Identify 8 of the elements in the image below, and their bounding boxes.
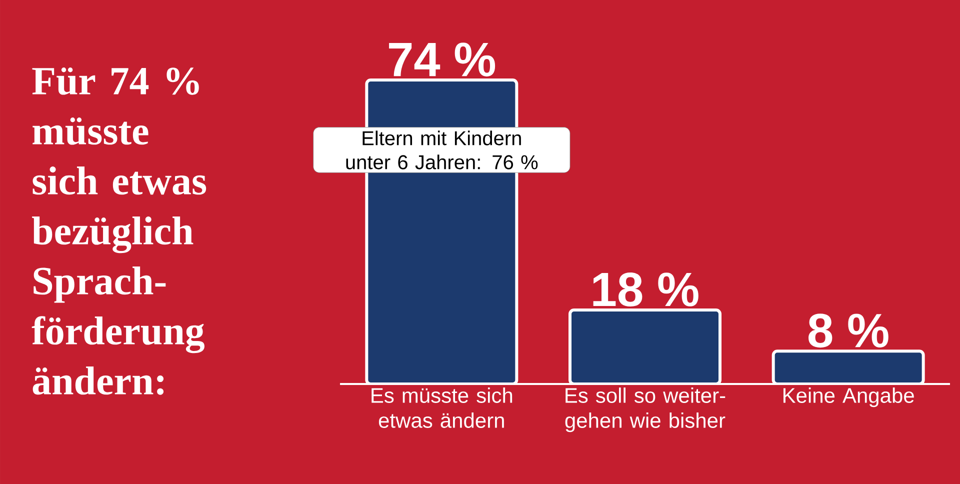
data-label: 74 % — [389, 42, 496, 76]
data-label: 8 % — [808, 314, 888, 348]
text: Für 74 % müsste sich etwas bezüglich Sprach-förderung ändern: — [32, 68, 206, 395]
x-tick-label: Es soll so weiter-gehen wie bisher — [565, 388, 726, 432]
data-label: 18 % — [593, 272, 698, 307]
x-tick-label: Es müsste sich etwas ändern — [372, 388, 512, 428]
x-tick-label: Keine Angabe — [784, 388, 914, 408]
annotation: Eltern mit Kindern unter 6 Jahren: 76 % — [346, 130, 538, 170]
